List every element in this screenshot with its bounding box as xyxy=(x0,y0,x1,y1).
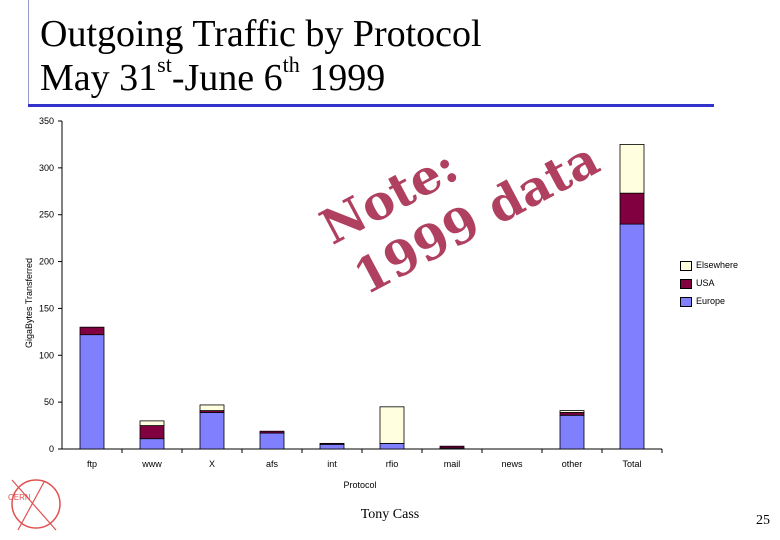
bar-europe-rfio xyxy=(379,442,405,450)
bar-elsewhere-rfio xyxy=(379,406,405,444)
bar-elsewhere-other xyxy=(559,410,585,413)
logo-cross-lines xyxy=(11,479,57,531)
logo-text: CERN xyxy=(8,493,31,502)
x-tick-label: www xyxy=(141,459,162,469)
y-tick-label: 100 xyxy=(39,350,54,360)
bar-usa-www xyxy=(139,425,165,440)
title-date-end: -June 6 xyxy=(171,57,283,99)
bar-usa-ftp xyxy=(79,326,105,336)
y-tick-label: 0 xyxy=(49,444,54,454)
bar-europe-total xyxy=(619,223,645,450)
bar-elsewhere-www xyxy=(139,420,165,426)
bar-europe-www xyxy=(139,438,165,450)
legend-item-elsewhere: Elsewhere xyxy=(680,260,738,272)
x-tick-label: news xyxy=(501,459,523,469)
y-tick-label: 300 xyxy=(39,163,54,173)
x-tick-label: other xyxy=(562,459,583,469)
bar-europe-afs xyxy=(259,432,285,450)
y-tick-label: 200 xyxy=(39,257,54,267)
slide-title: Outgoing Traffic by Protocol May 31st-Ju… xyxy=(40,12,482,100)
title-line-1: Outgoing Traffic by Protocol xyxy=(40,13,482,55)
legend-label-elsewhere: Elsewhere xyxy=(696,260,739,270)
bar-elsewhere-x xyxy=(199,404,225,411)
page-number: 25 xyxy=(756,513,770,528)
bar-usa-total xyxy=(619,192,645,225)
title-date-start: May 31 xyxy=(40,57,158,99)
bar-europe-x xyxy=(199,412,225,450)
bar-europe-int xyxy=(319,443,345,450)
legend-swatch-usa xyxy=(680,278,692,289)
y-tick-label: 350 xyxy=(39,116,54,126)
x-tick-label: rfio xyxy=(386,459,399,469)
bar-europe-other xyxy=(559,414,585,450)
x-tick-label: mail xyxy=(444,459,461,469)
title-underline xyxy=(28,104,714,107)
title-year: 1999 xyxy=(299,57,386,99)
x-tick-label: X xyxy=(209,459,215,469)
bar-usa-mail xyxy=(439,445,465,449)
x-tick-label: Total xyxy=(622,459,641,469)
y-tick-label: 50 xyxy=(44,397,54,407)
x-tick-label: ftp xyxy=(87,459,97,469)
logo-ring xyxy=(11,479,61,529)
legend-item-europe: Europe xyxy=(680,296,725,308)
legend-swatch-elsewhere xyxy=(680,260,692,271)
bar-elsewhere-total xyxy=(619,144,645,194)
legend-item-usa: USA xyxy=(680,278,715,290)
x-axis-label: Protocol xyxy=(343,480,377,490)
decorative-vertical-line xyxy=(28,0,29,104)
bar-usa-int xyxy=(319,442,345,445)
legend-label-europe: Europe xyxy=(696,296,726,306)
y-tick-label: 150 xyxy=(39,303,54,313)
title-sup-th: th xyxy=(282,52,300,78)
legend-label-usa: USA xyxy=(696,278,715,288)
legend-swatch-europe xyxy=(680,296,692,307)
y-tick-label: 250 xyxy=(39,210,54,220)
presenter-name: Tony Cass xyxy=(360,507,420,522)
x-tick-label: afs xyxy=(266,459,279,469)
cern-logo-icon: CERN xyxy=(8,479,61,531)
bar-europe-ftp xyxy=(79,334,105,450)
title-line-2: May 31st-June 6th 1999 xyxy=(40,54,386,99)
bar-usa-other xyxy=(559,412,585,416)
bar-usa-afs xyxy=(259,430,285,434)
title-sup-st: st xyxy=(157,52,172,78)
x-tick-label: int xyxy=(327,459,337,469)
y-axis-label: GigaBytes Transferred xyxy=(24,257,34,348)
